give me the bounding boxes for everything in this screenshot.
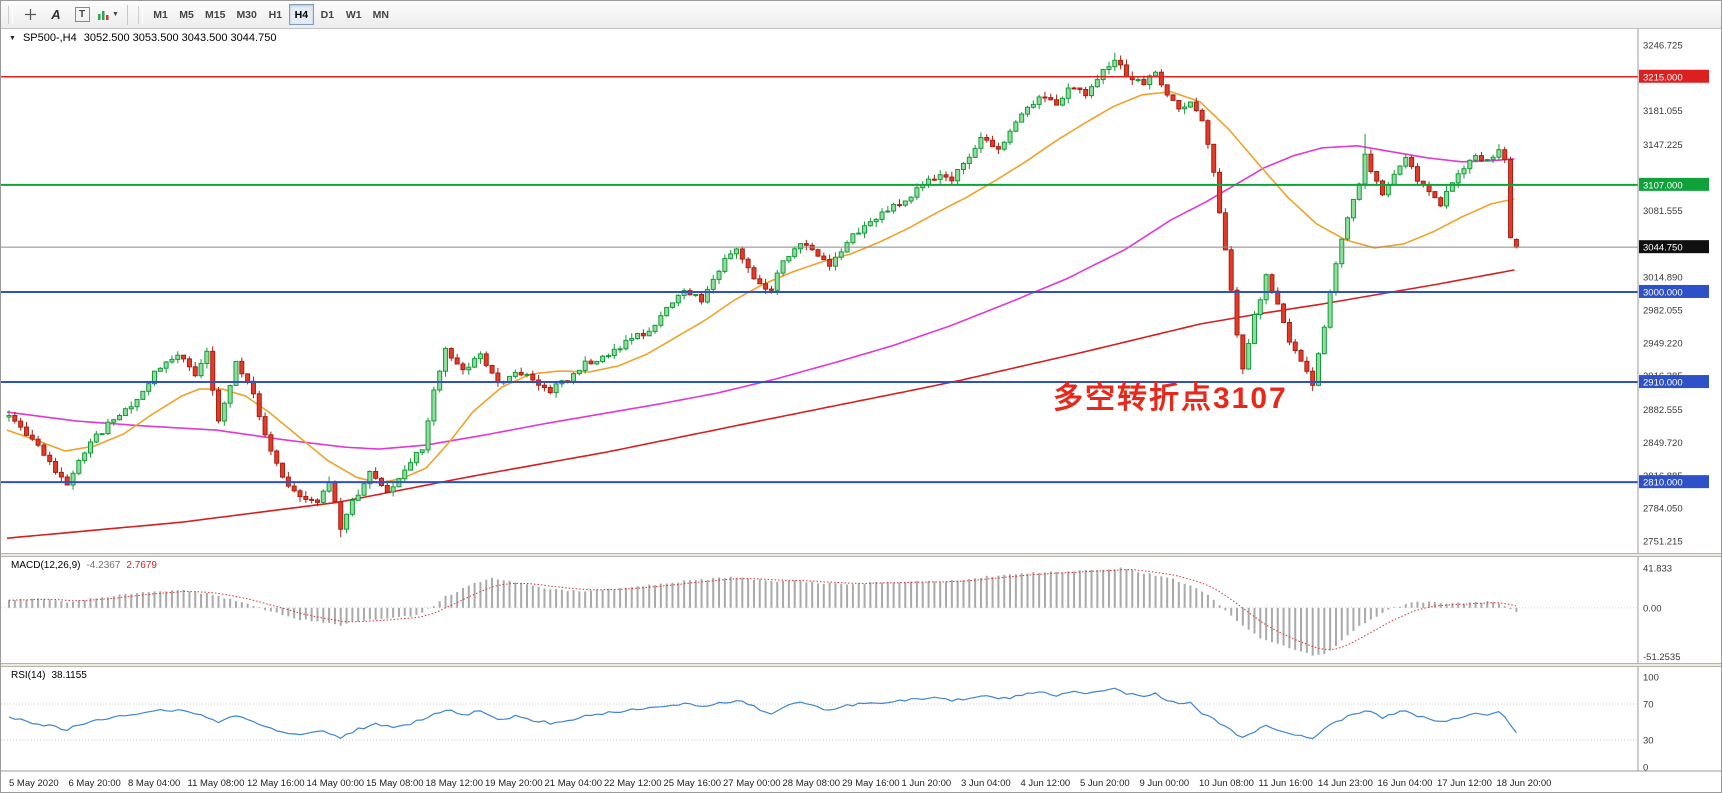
svg-text:5 May 2020: 5 May 2020 (9, 778, 59, 789)
crosshair-icon (24, 9, 36, 20)
text-a-icon: A (51, 7, 61, 22)
toolbar-grip (8, 5, 13, 24)
indicators-button[interactable]: ▼ (96, 4, 120, 26)
tf-button-m1[interactable]: M1 (148, 4, 173, 25)
chart-dropdown-icon: ▼ (9, 35, 16, 42)
svg-text:3081.555: 3081.555 (1643, 206, 1683, 217)
svg-text:2910.000: 2910.000 (1643, 378, 1683, 389)
svg-text:14 Jun 23:00: 14 Jun 23:00 (1318, 778, 1373, 789)
panel-separator[interactable] (1, 663, 1721, 667)
svg-text:18 May 12:00: 18 May 12:00 (426, 778, 484, 789)
tf-button-d1[interactable]: D1 (315, 4, 340, 25)
chart-annotation-text: 多空转折点3107 (1053, 382, 1288, 415)
svg-text:11 May 08:00: 11 May 08:00 (188, 778, 245, 789)
svg-text:2810.000: 2810.000 (1643, 478, 1683, 489)
svg-text:1 Jun 20:00: 1 Jun 20:00 (902, 778, 952, 789)
svg-text:3181.055: 3181.055 (1643, 106, 1683, 117)
indicators-icon (98, 10, 109, 20)
macd-value-main: -4.2367 (86, 560, 121, 571)
insert-text-button[interactable]: A (44, 4, 68, 26)
macd-title: MACD(12,26,9) (11, 560, 81, 571)
svg-text:0.00: 0.00 (1643, 603, 1662, 614)
panel-separator[interactable] (1, 553, 1721, 557)
svg-text:5 Jun 20:00: 5 Jun 20:00 (1080, 778, 1130, 789)
time-axis[interactable] (1, 771, 1638, 792)
toolbar-separator (127, 4, 128, 25)
macd-value-signal: 2.7679 (126, 560, 157, 571)
svg-text:21 May 04:00: 21 May 04:00 (545, 778, 603, 789)
svg-text:27 May 00:00: 27 May 00:00 (723, 778, 781, 789)
svg-text:22 May 12:00: 22 May 12:00 (604, 778, 662, 789)
svg-text:9 Jun 00:00: 9 Jun 00:00 (1140, 778, 1190, 789)
svg-text:100: 100 (1643, 673, 1659, 684)
svg-text:2849.720: 2849.720 (1643, 438, 1683, 449)
svg-text:3147.225: 3147.225 (1643, 140, 1683, 151)
svg-text:0: 0 (1643, 763, 1648, 774)
svg-text:2882.555: 2882.555 (1643, 405, 1683, 416)
rsi-title: RSI(14) (11, 670, 46, 681)
chart-canvas[interactable]: 3246.725 3181.055 3147.225 3081.555 3014.890… (1, 29, 1721, 792)
svg-text:12 May 16:00: 12 May 16:00 (247, 778, 305, 789)
svg-text:41.833: 41.833 (1643, 564, 1672, 575)
toolbar: A T ▼ M1 M5 M15 M30 H1 H4 D1 W1 MN (1, 1, 1721, 29)
svg-text:3044.750: 3044.750 (1643, 243, 1683, 254)
chart-area: 3246.725 3181.055 3147.225 3081.555 3014.890… (1, 29, 1721, 792)
svg-text:29 May 16:00: 29 May 16:00 (842, 778, 900, 789)
svg-text:11 Jun 16:00: 11 Jun 16:00 (1259, 778, 1313, 789)
svg-text:8 May 04:00: 8 May 04:00 (128, 778, 180, 789)
svg-text:2784.050: 2784.050 (1643, 504, 1683, 515)
rsi-value: 38.1155 (51, 670, 87, 681)
tf-button-h4[interactable]: H4 (288, 4, 314, 25)
svg-text:70: 70 (1643, 700, 1654, 711)
svg-text:16 Jun 04:00: 16 Jun 04:00 (1378, 778, 1433, 789)
svg-text:-51.2535: -51.2535 (1643, 652, 1681, 663)
svg-text:15 May 08:00: 15 May 08:00 (366, 778, 424, 789)
svg-text:2751.215: 2751.215 (1643, 537, 1683, 548)
macd-label: MACD(12,26,9) -4.2367 2.7679 (11, 560, 157, 571)
svg-text:3014.890: 3014.890 (1643, 273, 1683, 284)
tf-button-m15[interactable]: M15 (200, 4, 230, 25)
price-axis[interactable] (1638, 29, 1721, 771)
svg-text:3107.000: 3107.000 (1643, 180, 1683, 191)
chart-header: ▼ SP500-,H4 3052.500 3053.500 3043.500 3… (9, 32, 276, 44)
svg-text:17 Jun 12:00: 17 Jun 12:00 (1437, 778, 1492, 789)
svg-text:30: 30 (1643, 736, 1654, 747)
tf-button-w1[interactable]: W1 (341, 4, 367, 25)
toolbar-grip (138, 5, 143, 24)
chevron-down-icon: ▼ (112, 11, 119, 18)
svg-text:25 May 16:00: 25 May 16:00 (664, 778, 722, 789)
tf-button-m5[interactable]: M5 (174, 4, 199, 25)
tf-button-h1[interactable]: H1 (263, 4, 288, 25)
crosshair-tool-button[interactable] (18, 4, 42, 26)
svg-text:28 May 08:00: 28 May 08:00 (783, 778, 841, 789)
text-label-icon: T (74, 7, 90, 22)
svg-text:14 May 00:00: 14 May 00:00 (307, 778, 365, 789)
rsi-label: RSI(14) 38.1155 (11, 670, 87, 681)
text-label-button[interactable]: T (70, 4, 94, 26)
svg-text:2982.055: 2982.055 (1643, 305, 1683, 316)
svg-text:18 Jun 20:00: 18 Jun 20:00 (1497, 778, 1552, 789)
svg-text:2949.220: 2949.220 (1643, 338, 1683, 349)
tf-button-m30[interactable]: M30 (231, 4, 261, 25)
svg-text:19 May 20:00: 19 May 20:00 (485, 778, 543, 789)
svg-text:4 Jun 12:00: 4 Jun 12:00 (1021, 778, 1071, 789)
svg-text:6 May 20:00: 6 May 20:00 (69, 778, 121, 789)
svg-text:3 Jun 04:00: 3 Jun 04:00 (961, 778, 1011, 789)
timeframe-group: M1 M5 M15 M30 H1 H4 D1 W1 MN (148, 4, 394, 25)
svg-text:3000.000: 3000.000 (1643, 287, 1683, 298)
tf-button-mn[interactable]: MN (368, 4, 394, 25)
ohlc-values: 3052.500 3053.500 3043.500 3044.750 (83, 32, 277, 44)
symbol-timeframe: SP500-,H4 (22, 32, 77, 44)
svg-text:3246.725: 3246.725 (1643, 41, 1683, 52)
svg-text:3215.000: 3215.000 (1643, 72, 1683, 83)
svg-text:10 Jun 08:00: 10 Jun 08:00 (1199, 778, 1254, 789)
